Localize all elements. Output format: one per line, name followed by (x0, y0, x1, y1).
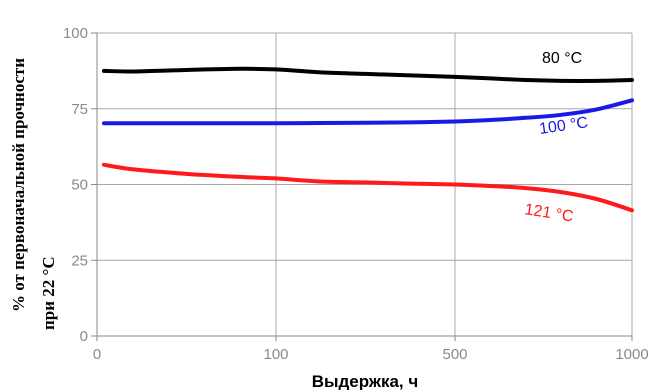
series-label-121Cc: 121 °C (523, 201, 574, 225)
series-lines (102, 66, 634, 213)
grid (97, 32, 633, 336)
series-label-100Cc: 100 °C (538, 114, 589, 138)
y-tick-label-50: 50 (71, 177, 88, 194)
y-axis-label: % от первоначальной прочности (9, 58, 28, 312)
tick-labels: 0 100 500 1000 0 25 50 75 100 (63, 25, 649, 363)
y-axis-label-2: при 22 °C (39, 256, 58, 330)
series-line-121Cc (102, 162, 634, 213)
series-line-100Cc (102, 98, 634, 126)
x-tick-label-1000: 1000 (615, 346, 648, 363)
axes (91, 32, 633, 341)
series-labels: 80 °C 100 °C 121 °C (523, 50, 589, 226)
y-tick-label-75: 75 (71, 101, 88, 118)
series-label-80Cc: 80 °C (542, 50, 582, 67)
x-tick-label-500: 500 (442, 346, 467, 363)
y-tick-label-100: 100 (63, 25, 88, 42)
series-line-80Cc (102, 66, 634, 83)
y-tick-label-25: 25 (71, 252, 88, 269)
y-axis-label-line-1: % от первоначальной прочности (9, 58, 28, 312)
y-tick-label-0: 0 (80, 328, 88, 345)
x-axis-label: Выдержка, ч (312, 372, 419, 390)
y-axis-label-line-2: при 22 °C (39, 256, 58, 330)
x-tick-label-0: 0 (93, 346, 101, 363)
x-tick-label-100: 100 (263, 346, 288, 363)
